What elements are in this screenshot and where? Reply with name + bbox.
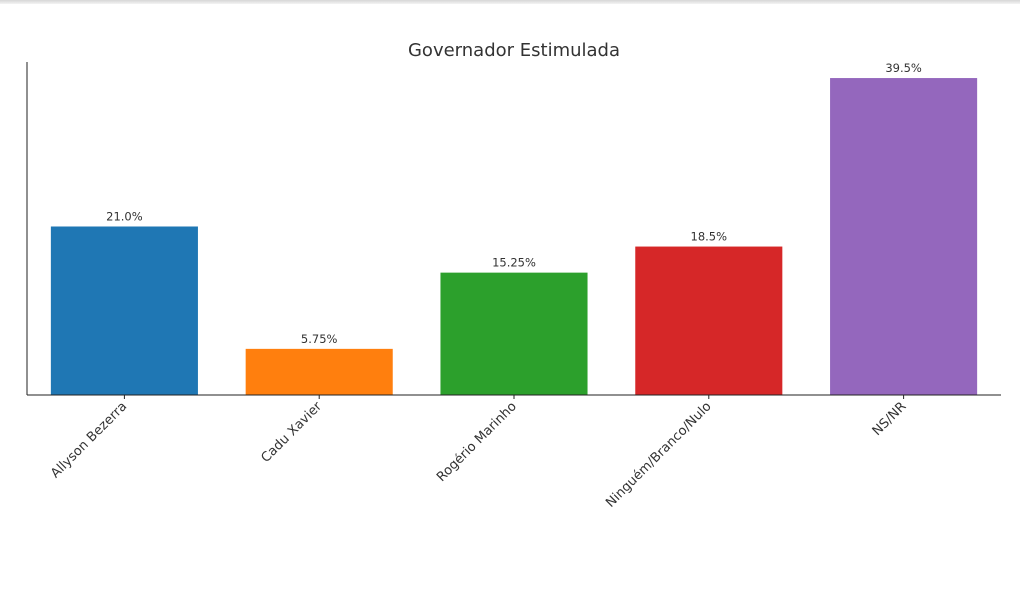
bar-value-label: 5.75%: [301, 332, 338, 346]
chart-title: Governador Estimulada: [408, 40, 620, 61]
bar-2: [440, 272, 588, 395]
x-tick-label: Cadu Xavier: [258, 399, 325, 466]
x-tick-label: NS/NR: [870, 399, 910, 439]
bar-0: [50, 226, 198, 395]
bar-4: [830, 78, 978, 396]
bar-value-label: 18.5%: [691, 230, 728, 244]
x-tick-label: Ninguém/Branco/Nulo: [603, 399, 714, 510]
value-labels-group: 21.0% 5.75% 15.25% 18.5% 39.5%: [106, 61, 922, 346]
bar-value-label: 39.5%: [885, 61, 922, 75]
bar-1: [245, 348, 393, 395]
window-top-edge: [0, 0, 1020, 4]
x-ticks-group: Allyson Bezerra Cadu Xavier Rogério Marinh…: [48, 395, 909, 511]
bar-value-label: 21.0%: [106, 209, 143, 223]
x-tick-label: Allyson Bezerra: [48, 399, 130, 481]
bar-value-label: 15.25%: [492, 256, 536, 270]
bar-3: [635, 246, 783, 395]
bars-group: [50, 78, 978, 396]
x-tick-label: Rogério Marinho: [434, 399, 520, 485]
